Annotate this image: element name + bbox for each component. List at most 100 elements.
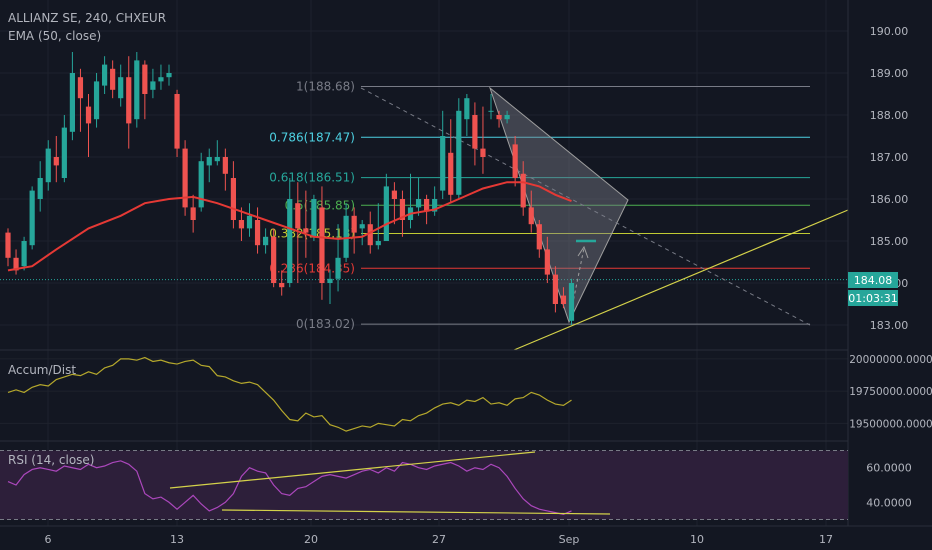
chart-symbol-title: ALLIANZ SE, 240, CHXEUR [8, 11, 166, 25]
candle-body[interactable] [303, 228, 309, 233]
candle-body[interactable] [464, 98, 470, 120]
candle-body[interactable] [440, 136, 446, 191]
price-tick-label: 190.00 [870, 25, 909, 38]
candle-body[interactable] [134, 60, 140, 120]
candle-body[interactable] [319, 207, 325, 283]
time-tick-label: 6 [45, 533, 52, 546]
candle-body[interactable] [198, 161, 204, 208]
price-tick-label: 183.00 [870, 319, 909, 332]
candle-body[interactable] [448, 152, 454, 195]
triangle-pattern[interactable] [488, 86, 629, 324]
candle-body[interactable] [359, 224, 365, 229]
accum-dist-tick-label: 19500000.0000 [849, 418, 932, 430]
candle-body[interactable] [424, 199, 430, 212]
candle-body[interactable] [126, 77, 132, 124]
candle-body[interactable] [520, 173, 526, 208]
candle-body[interactable] [383, 186, 389, 241]
price-tick-label: 187.00 [870, 151, 909, 164]
candle-body[interactable] [568, 283, 575, 321]
candle-body[interactable] [504, 115, 510, 120]
candle-body[interactable] [61, 127, 67, 178]
accum-dist-line [7, 356, 572, 432]
candle-body[interactable] [399, 199, 406, 220]
fib-level-label: 0.618(186.51) [269, 171, 355, 185]
fib-level-label: 0.786(187.47) [269, 130, 355, 144]
candle-body[interactable] [37, 178, 43, 199]
time-tick-label: 20 [304, 533, 318, 546]
candle-body[interactable] [375, 241, 381, 246]
candle-body[interactable] [118, 77, 124, 99]
candle-body[interactable] [85, 106, 92, 124]
candle-body[interactable] [351, 215, 357, 233]
candle-body[interactable] [295, 203, 301, 229]
candle-body[interactable] [335, 257, 341, 279]
fib-level-label: 1(188.68) [296, 79, 355, 93]
candle-body[interactable] [110, 68, 116, 90]
candle-body[interactable] [254, 220, 261, 246]
candle-body[interactable] [271, 236, 277, 283]
candle-body[interactable] [480, 148, 486, 157]
candle-body[interactable] [544, 249, 550, 275]
candle-body[interactable] [343, 215, 349, 258]
candle-body[interactable] [311, 199, 317, 237]
candle-body[interactable] [230, 178, 236, 220]
candle-body[interactable] [150, 81, 156, 90]
candle-body[interactable] [287, 199, 293, 283]
rsi-title: RSI (14, close) [8, 453, 94, 467]
candle-body[interactable] [214, 157, 220, 162]
candle-body[interactable] [102, 64, 108, 86]
rsi-tick-label: 60.0000 [866, 462, 912, 475]
candle-body[interactable] [496, 115, 502, 120]
drawing-tools[interactable] [360, 86, 849, 351]
candle-body[interactable] [93, 81, 100, 120]
candle-body[interactable] [21, 241, 27, 267]
candle-body[interactable] [69, 73, 75, 132]
candle-body[interactable] [182, 148, 188, 208]
candle-body[interactable] [415, 199, 422, 208]
candle-body[interactable] [528, 207, 534, 225]
accum-dist-title: Accum/Dist [8, 363, 76, 377]
time-axis[interactable]: 6 13 20 27 Sep 10 17 [45, 533, 834, 546]
candle-body[interactable] [456, 110, 462, 195]
candle-body[interactable] [77, 77, 84, 99]
candle-body[interactable] [142, 64, 148, 94]
candle-body[interactable] [174, 94, 180, 149]
candle-body[interactable] [552, 274, 558, 304]
candle-body[interactable] [238, 220, 245, 229]
rsi-tick-label: 40.0000 [866, 496, 912, 509]
candle-body[interactable] [263, 236, 269, 246]
candlestick-series[interactable] [5, 52, 575, 325]
candle-body[interactable] [13, 257, 19, 271]
candle-body[interactable] [246, 215, 253, 229]
candle-body[interactable] [166, 73, 172, 78]
ema-50-line [7, 181, 572, 272]
candle-body[interactable] [222, 157, 228, 174]
candle-body[interactable] [5, 232, 11, 258]
candle-body[interactable] [512, 144, 518, 178]
candle-body[interactable] [432, 199, 438, 212]
support-trend-line[interactable] [513, 209, 849, 351]
candle-body[interactable] [45, 148, 51, 183]
candle-body[interactable] [190, 207, 196, 220]
candle-body[interactable] [472, 115, 478, 149]
time-tick-label: 27 [432, 533, 446, 546]
candle-body[interactable] [488, 110, 494, 112]
candle-body[interactable] [560, 295, 567, 304]
rsi-divergence-line-upper[interactable] [169, 451, 536, 489]
ema-legend: EMA (50, close) [8, 29, 101, 43]
price-tick-label: 185.00 [870, 235, 909, 248]
countdown-badge [848, 290, 898, 306]
candle-body[interactable] [327, 278, 333, 283]
rsi-divergence-line-lower[interactable] [221, 509, 611, 515]
candle-body[interactable] [29, 190, 35, 246]
candle-body[interactable] [367, 224, 373, 246]
rsi-line [7, 460, 572, 515]
candle-body[interactable] [279, 283, 285, 288]
candle-body[interactable] [158, 77, 164, 82]
candle-body[interactable] [391, 190, 397, 199]
fibonacci-retracement[interactable]: 1(188.68) 0.786(187.47) 0.618(186.51) 0.5(1… [0, 79, 848, 331]
candle-body[interactable] [206, 157, 212, 166]
candle-body[interactable] [536, 224, 542, 250]
candle-body[interactable] [53, 157, 59, 166]
